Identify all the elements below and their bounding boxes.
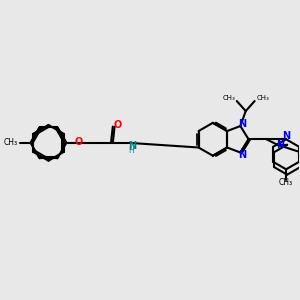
Text: N: N [238, 118, 246, 129]
Text: CH₃: CH₃ [222, 95, 235, 101]
Text: N: N [276, 140, 284, 150]
Text: CH₃: CH₃ [256, 95, 269, 101]
Text: N: N [238, 150, 246, 160]
Text: H: H [128, 146, 134, 155]
Text: CH₃: CH₃ [279, 178, 293, 188]
Text: N: N [128, 141, 136, 152]
Text: CH₃: CH₃ [4, 138, 18, 147]
Text: O: O [75, 137, 83, 147]
Text: N: N [282, 131, 290, 141]
Text: O: O [113, 120, 122, 130]
